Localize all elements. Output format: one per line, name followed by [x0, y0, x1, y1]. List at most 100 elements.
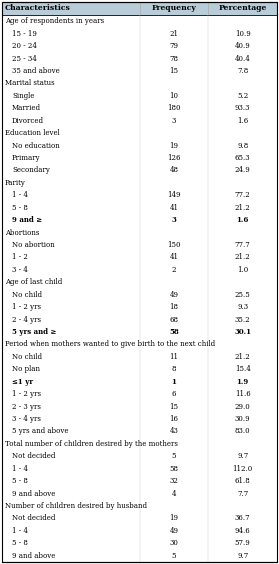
Text: 9.3: 9.3 — [237, 303, 248, 311]
Text: 21.2: 21.2 — [235, 204, 251, 212]
Text: Secondary: Secondary — [12, 166, 50, 174]
Text: 5: 5 — [172, 552, 176, 560]
Text: 4: 4 — [172, 490, 176, 497]
Text: 25 - 34: 25 - 34 — [12, 55, 37, 63]
Text: Divorced: Divorced — [12, 117, 44, 125]
Text: 5 - 8: 5 - 8 — [12, 204, 28, 212]
Text: 1.6: 1.6 — [236, 216, 249, 224]
Text: 79: 79 — [169, 42, 178, 50]
Text: Parity: Parity — [5, 179, 26, 187]
Text: Period when mothers wanted to give birth to the next child: Period when mothers wanted to give birth… — [5, 341, 215, 349]
Text: 15 - 19: 15 - 19 — [12, 30, 37, 38]
Text: 1 - 2 yrs: 1 - 2 yrs — [12, 390, 41, 398]
Text: 36.7: 36.7 — [235, 514, 251, 522]
Text: 180: 180 — [167, 104, 181, 112]
Text: 150: 150 — [167, 241, 181, 249]
Text: 9.8: 9.8 — [237, 142, 248, 149]
Text: 1 - 4: 1 - 4 — [12, 465, 28, 473]
Text: 21: 21 — [169, 30, 178, 38]
Text: Married: Married — [12, 104, 41, 112]
Text: 2 - 4 yrs: 2 - 4 yrs — [12, 316, 41, 324]
Text: 77.2: 77.2 — [235, 191, 251, 199]
Text: 5 - 8: 5 - 8 — [12, 477, 28, 485]
Text: Primary: Primary — [12, 154, 41, 162]
Text: 3: 3 — [172, 216, 176, 224]
Text: 7.8: 7.8 — [237, 67, 248, 75]
Text: 1 - 2 yrs: 1 - 2 yrs — [12, 303, 41, 311]
Text: 65.3: 65.3 — [235, 154, 251, 162]
Text: 1.0: 1.0 — [237, 266, 248, 274]
Text: Characteristics: Characteristics — [5, 5, 71, 12]
Text: 10: 10 — [169, 92, 178, 100]
Text: 2: 2 — [172, 266, 176, 274]
Text: 35.2: 35.2 — [235, 316, 251, 324]
Text: No child: No child — [12, 353, 42, 361]
Text: Age of last child: Age of last child — [5, 278, 62, 287]
Text: 41: 41 — [169, 204, 178, 212]
Text: 149: 149 — [167, 191, 181, 199]
Text: 3 - 4: 3 - 4 — [12, 266, 28, 274]
Text: 11: 11 — [169, 353, 178, 361]
Text: 20 - 24: 20 - 24 — [12, 42, 37, 50]
Text: Number of children desired by husband: Number of children desired by husband — [5, 502, 147, 510]
Text: 15: 15 — [169, 403, 178, 411]
Text: 78: 78 — [169, 55, 178, 63]
Text: 19: 19 — [169, 142, 178, 149]
Text: ≤1 yr: ≤1 yr — [12, 378, 33, 386]
Text: 57.9: 57.9 — [235, 539, 251, 547]
Text: Single: Single — [12, 92, 34, 100]
Text: No abortion: No abortion — [12, 241, 55, 249]
Text: 93.3: 93.3 — [235, 104, 250, 112]
Text: 15.4: 15.4 — [235, 365, 251, 373]
Text: 5 yrs and ≥: 5 yrs and ≥ — [12, 328, 56, 336]
Text: 58: 58 — [169, 328, 179, 336]
Text: 19: 19 — [169, 514, 178, 522]
Text: 9 and ≥: 9 and ≥ — [12, 216, 42, 224]
Text: 126: 126 — [167, 154, 181, 162]
Text: 41: 41 — [169, 253, 178, 262]
Text: 6: 6 — [172, 390, 176, 398]
Text: 94.6: 94.6 — [235, 527, 251, 535]
Text: 16: 16 — [169, 415, 178, 423]
Text: 1: 1 — [171, 378, 176, 386]
Text: 1 - 2: 1 - 2 — [12, 253, 28, 262]
Text: 1.9: 1.9 — [237, 378, 249, 386]
Text: 5: 5 — [172, 452, 176, 460]
Text: 40.4: 40.4 — [235, 55, 251, 63]
Text: 83.0: 83.0 — [235, 428, 251, 435]
Text: 77.7: 77.7 — [235, 241, 251, 249]
Text: 43: 43 — [169, 428, 178, 435]
Text: 5.2: 5.2 — [237, 92, 248, 100]
Text: 29.0: 29.0 — [235, 403, 251, 411]
Text: 49: 49 — [169, 527, 178, 535]
Text: 24.9: 24.9 — [235, 166, 251, 174]
Text: 2 - 3 yrs: 2 - 3 yrs — [12, 403, 41, 411]
Text: 40.9: 40.9 — [235, 42, 251, 50]
Text: 61.8: 61.8 — [235, 477, 251, 485]
Text: Abortions: Abortions — [5, 228, 39, 236]
Text: 30.9: 30.9 — [235, 415, 251, 423]
Text: 30.1: 30.1 — [234, 328, 251, 336]
Text: 15: 15 — [169, 67, 178, 75]
Text: 5 - 8: 5 - 8 — [12, 539, 28, 547]
Text: 68: 68 — [169, 316, 178, 324]
Text: 9 and above: 9 and above — [12, 552, 55, 560]
Text: 1 - 4: 1 - 4 — [12, 191, 28, 199]
Text: 112.0: 112.0 — [232, 465, 253, 473]
Text: 1.6: 1.6 — [237, 117, 248, 125]
Text: 1 - 4: 1 - 4 — [12, 527, 28, 535]
Text: 9 and above: 9 and above — [12, 490, 55, 497]
Text: 9.7: 9.7 — [237, 552, 248, 560]
Text: No education: No education — [12, 142, 60, 149]
Text: 8: 8 — [172, 365, 176, 373]
Text: 9.7: 9.7 — [237, 452, 248, 460]
Text: Not decided: Not decided — [12, 514, 55, 522]
Text: 32: 32 — [169, 477, 178, 485]
Bar — [2, 2, 277, 15]
Text: 21.2: 21.2 — [235, 353, 251, 361]
Text: 18: 18 — [169, 303, 178, 311]
Text: Education level: Education level — [5, 129, 60, 137]
Text: 7.7: 7.7 — [237, 490, 248, 497]
Text: 30: 30 — [169, 539, 178, 547]
Text: 48: 48 — [169, 166, 178, 174]
